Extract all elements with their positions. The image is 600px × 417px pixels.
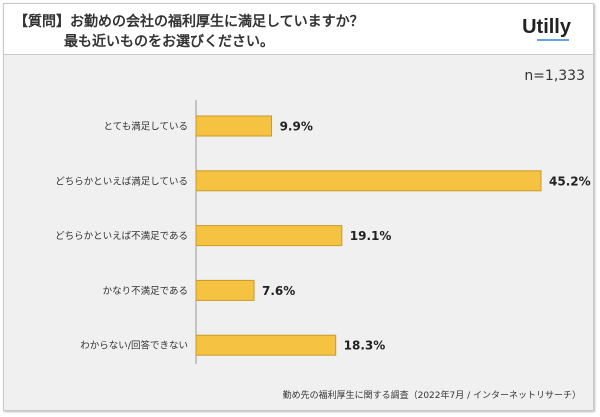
category-label: わからない/回答できない	[80, 340, 188, 352]
bar	[195, 170, 542, 192]
bar	[195, 279, 255, 301]
category-label: どちらかといえば不満足である	[55, 231, 188, 242]
logo-underline	[537, 39, 569, 41]
sample-size: n=1,333	[524, 68, 585, 84]
category-label: どちらかといえば満足している	[55, 176, 188, 187]
category-label: とても満足している	[104, 122, 188, 133]
utilly-logo: Utilly	[522, 16, 571, 38]
data-label: 19.1%	[350, 229, 392, 243]
data-label: 18.3%	[344, 339, 386, 353]
data-label: 45.2%	[549, 174, 591, 188]
bar	[195, 225, 343, 247]
question-subtitle: 最も近いものをお選びください。	[64, 34, 274, 50]
bar	[195, 115, 273, 137]
source-note: 勤め先の福利厚生に関する調査（2022年7月 / インターネットリサーチ）	[282, 391, 581, 401]
category-label: かなり不満足である	[103, 286, 188, 297]
bar	[195, 334, 337, 356]
data-label: 9.9%	[280, 120, 313, 134]
question-title: 【質問】お勤めの会社の福利厚生に満足していますか？	[14, 14, 364, 30]
data-label: 7.6%	[262, 284, 295, 298]
header: 【質問】お勤めの会社の福利厚生に満足していますか？ 最も近いものをお選びください…	[4, 4, 593, 55]
